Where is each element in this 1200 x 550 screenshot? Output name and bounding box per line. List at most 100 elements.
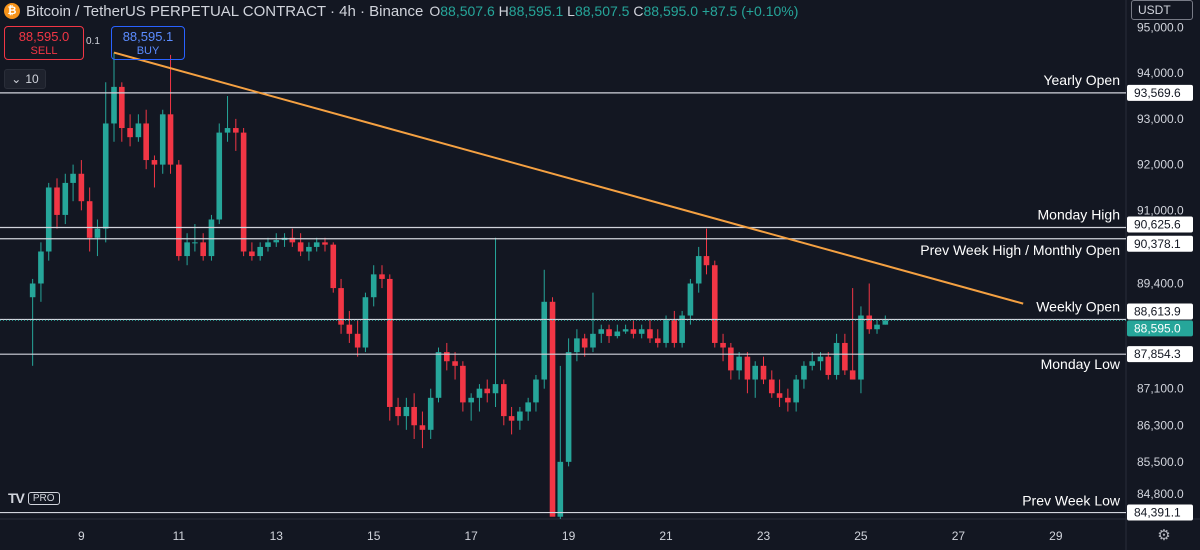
candle-body <box>289 237 296 243</box>
candle-body <box>386 278 393 407</box>
candle-body <box>541 301 548 380</box>
x-tick-label: 29 <box>1049 529 1063 543</box>
x-tick-label: 13 <box>270 529 284 543</box>
candle-body <box>825 356 832 375</box>
candle-body <box>111 86 117 124</box>
level-label: Monday Low <box>1041 356 1121 372</box>
indicator-count: 10 <box>25 72 39 86</box>
candle-body <box>379 274 385 279</box>
candle-body <box>135 123 142 138</box>
candle-body <box>874 324 880 330</box>
symbol-title[interactable]: Bitcoin / TetherUS PERPETUAL CONTRACT · … <box>26 2 424 20</box>
x-tick-label: 27 <box>952 529 966 543</box>
candle-body <box>176 164 182 257</box>
close-label: C <box>633 3 644 19</box>
buy-price: 88,595.1 <box>122 29 174 44</box>
level-label: Monday High <box>1038 206 1121 222</box>
candle-body <box>752 365 759 380</box>
candle-body <box>549 301 556 517</box>
trendline[interactable] <box>113 51 1024 305</box>
candle-body <box>192 242 198 244</box>
candle-body <box>849 370 856 380</box>
candle-body <box>525 402 531 412</box>
candle-body <box>598 329 605 334</box>
candle-body <box>768 379 775 394</box>
candle-body <box>654 338 661 343</box>
y-tick-label: 87,100.0 <box>1137 382 1184 396</box>
candle-body <box>882 320 889 325</box>
candle-body <box>647 329 653 339</box>
y-tick-label: 85,500.0 <box>1137 455 1184 469</box>
candle-body <box>533 379 539 403</box>
currency-select[interactable]: USDT <box>1131 0 1193 20</box>
close-value: 88,595.0 <box>643 3 698 19</box>
candle-body <box>460 365 466 403</box>
level-price-label: 90,378.1 <box>1134 237 1181 251</box>
candle-body <box>354 333 361 348</box>
buy-button[interactable]: 88,595.1 BUY <box>111 26 185 60</box>
candle-body <box>581 338 588 348</box>
open-value: 88,507.6 <box>440 3 495 19</box>
x-tick-label: 19 <box>562 529 576 543</box>
level-price-label: 87,854.3 <box>1134 347 1181 361</box>
y-tick-label: 94,000.0 <box>1137 66 1184 80</box>
low-value: 88,507.5 <box>574 3 630 19</box>
y-tick-label: 95,000.0 <box>1137 20 1184 34</box>
level-price-label: 93,569.6 <box>1134 86 1181 100</box>
candle-body <box>216 132 223 220</box>
candle-body <box>143 123 149 161</box>
candle-body <box>159 114 166 165</box>
spread-value: 0.1 <box>86 36 100 47</box>
candle-body <box>370 274 377 298</box>
candle-body <box>776 393 783 398</box>
low-label: L <box>567 3 575 19</box>
level-price-tag <box>1127 346 1193 363</box>
candle-body <box>411 406 417 426</box>
candle-body <box>785 397 791 403</box>
candle-body <box>736 356 742 371</box>
sell-price: 88,595.0 <box>18 29 70 44</box>
candle-body <box>760 365 767 380</box>
x-tick-label: 17 <box>464 529 478 543</box>
candle-body <box>508 416 515 421</box>
candle-body <box>679 315 685 343</box>
candle-body <box>306 246 312 252</box>
candle-body <box>45 187 52 252</box>
buy-label: BUY <box>136 45 160 57</box>
candle-body <box>484 388 491 394</box>
candle-body <box>443 352 450 362</box>
level-price-tag <box>1127 504 1193 521</box>
candle-body <box>574 338 580 353</box>
candle-body <box>744 356 751 380</box>
candle-body <box>638 329 645 334</box>
candle-body <box>346 324 353 334</box>
sell-label: SELL <box>30 45 58 57</box>
level-price-tag <box>1127 216 1193 233</box>
level-label: Prev Week High / Monthly Open <box>920 242 1120 258</box>
y-tick-label: 93,000.0 <box>1137 112 1184 126</box>
candle-body <box>435 352 442 398</box>
candle-body <box>557 461 564 517</box>
candle-body <box>62 182 69 215</box>
level-price-tag <box>1127 84 1193 101</box>
gear-icon[interactable]: ⚙ <box>1157 527 1171 544</box>
symbol-header: ₿ Bitcoin / TetherUS PERPETUAL CONTRACT … <box>0 0 1125 22</box>
high-label: H <box>498 3 509 19</box>
candle-body <box>866 315 873 330</box>
candle-body <box>94 228 101 238</box>
candle-body <box>695 256 702 284</box>
candle-body <box>476 388 483 398</box>
candle-body <box>127 128 133 138</box>
x-tick-label: 15 <box>367 529 381 543</box>
y-tick-label: 84,800.0 <box>1137 487 1184 501</box>
indicator-toggle-button[interactable]: ⌄ 10 <box>4 69 46 89</box>
candle-body <box>54 187 60 215</box>
high-value: 88,595.1 <box>508 3 564 19</box>
candle-body <box>240 132 247 252</box>
tradingview-logo-icon: TV <box>8 490 25 506</box>
candle-body <box>102 123 109 229</box>
candle-body <box>338 288 344 325</box>
sell-button[interactable]: 88,595.0 SELL <box>4 26 84 60</box>
candle-body <box>517 411 523 421</box>
